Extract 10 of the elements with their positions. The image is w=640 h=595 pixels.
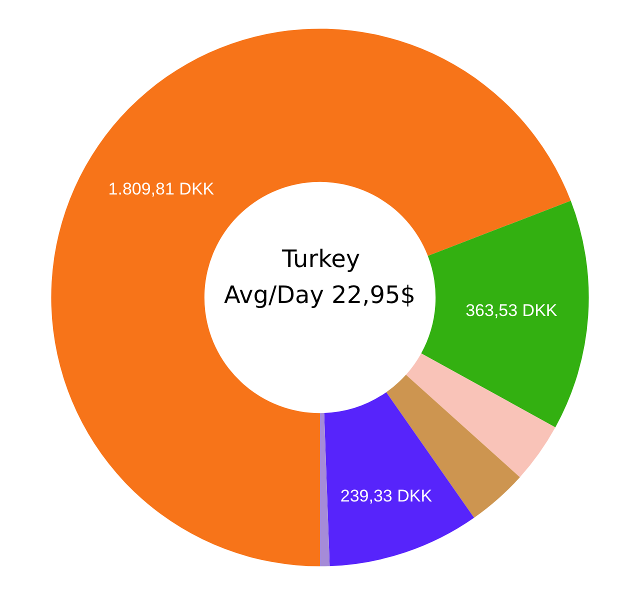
text: Avg/Day 22,95$ xyxy=(224,281,416,309)
data-label: 363,53 DKK xyxy=(466,301,558,320)
donut-slice xyxy=(51,29,571,566)
donut-slice xyxy=(406,353,556,478)
donut-slice xyxy=(324,392,474,566)
donut-slice xyxy=(421,200,589,428)
data-label: 1.809,81 DKK xyxy=(108,179,215,198)
data-label: 239,33 DKK xyxy=(340,486,433,506)
text: Turkey xyxy=(281,245,360,273)
donut-slice xyxy=(320,413,330,566)
